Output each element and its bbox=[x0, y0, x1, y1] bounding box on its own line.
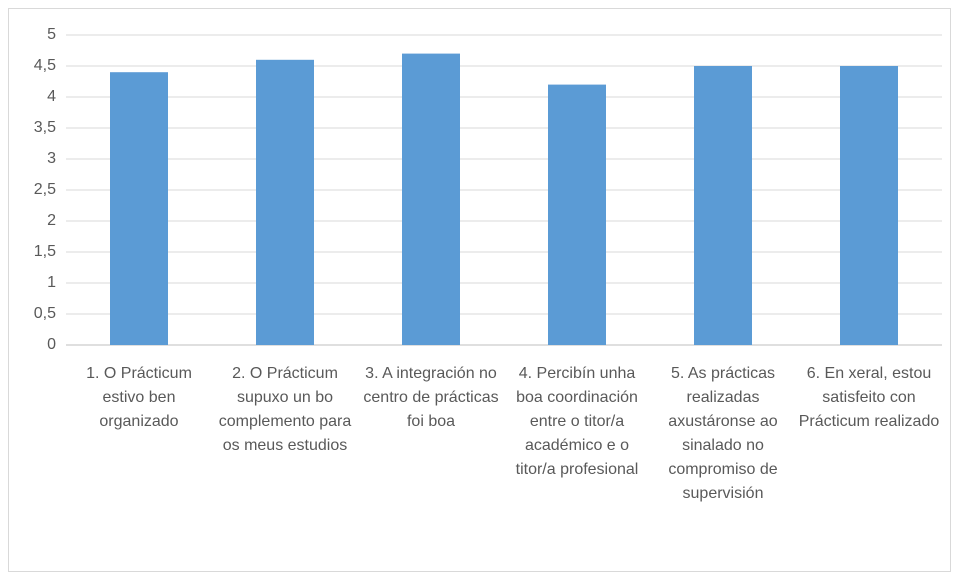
y-tick-label: 2,5 bbox=[34, 181, 56, 198]
bar bbox=[840, 66, 898, 345]
x-tick-label: 5. As prácticas realizadas axustáronse a… bbox=[668, 365, 778, 502]
bar bbox=[402, 53, 460, 345]
x-tick-label: 3. A integración no centro de prácticas … bbox=[363, 365, 499, 430]
y-tick-label: 0 bbox=[47, 336, 56, 353]
y-tick-label: 3,5 bbox=[34, 119, 56, 136]
y-tick-label: 0,5 bbox=[34, 305, 56, 322]
y-tick-label: 2 bbox=[47, 212, 56, 229]
bar bbox=[256, 59, 314, 346]
bar bbox=[694, 66, 752, 345]
bar bbox=[110, 72, 168, 345]
x-tick-label: 2. O Prácticum supuxo un bo complemento … bbox=[218, 365, 352, 454]
x-tick-label: 1. O Prácticum estivo ben organizado bbox=[86, 365, 192, 430]
x-tick-label: 6. En xeral, estou satisfeito con Prácti… bbox=[798, 365, 940, 430]
x-tick-label: 4. Percibín unha boa coordinación entre … bbox=[515, 365, 639, 478]
y-tick-label: 1 bbox=[47, 274, 56, 291]
bar bbox=[548, 84, 606, 345]
y-tick-label: 3 bbox=[47, 150, 56, 167]
y-tick-label: 4 bbox=[47, 88, 56, 105]
y-tick-label: 1,5 bbox=[34, 243, 56, 260]
y-tick-label: 4,5 bbox=[34, 57, 56, 74]
y-tick-label: 5 bbox=[47, 26, 56, 43]
